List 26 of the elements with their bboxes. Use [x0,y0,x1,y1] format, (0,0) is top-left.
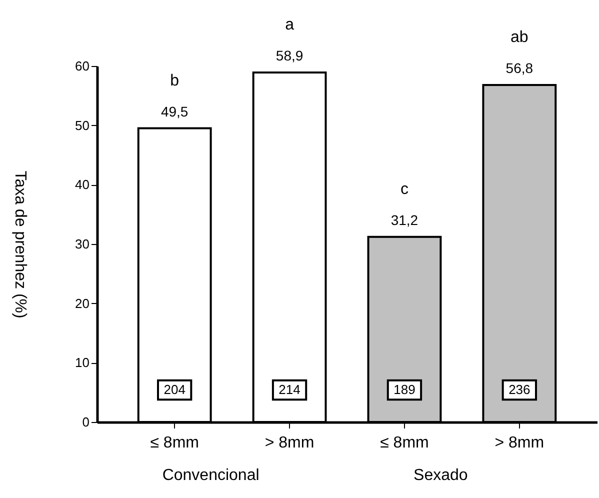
y-tick-label: 30 [75,236,90,252]
y-axis-title: Taxa de prenhez (%) [12,170,28,318]
x-tick-label: > 8mm [494,434,544,452]
annotation: b [170,72,180,90]
x-tick-label: > 8mm [264,434,314,452]
data-label: 58,9 [276,48,304,64]
data-label: 56,8 [506,60,534,76]
data-label: 49,5 [160,103,188,120]
y-tick-label: 60 [75,58,90,74]
x-tick-label: ≤ 8mm [380,434,429,452]
annotation: 204 [164,382,186,397]
y-tick-label: 10 [75,355,90,370]
text: ab [510,28,528,46]
y-tick-label: 0 [82,414,90,430]
annotation: 214 [278,382,300,397]
text: Convencional [162,467,260,484]
annotation: 236 [508,382,530,397]
data-label: 31,2 [390,212,418,228]
y-tick-label: 50 [75,118,90,133]
x-tick-label: ≤ 8mm [150,434,199,452]
annotation: c [400,180,408,198]
text: Sexado [414,467,468,484]
y-tick-label: 40 [75,177,90,192]
y-tick-label: 20 [75,296,90,311]
text: a [285,16,294,34]
annotation: 189 [394,382,416,397]
